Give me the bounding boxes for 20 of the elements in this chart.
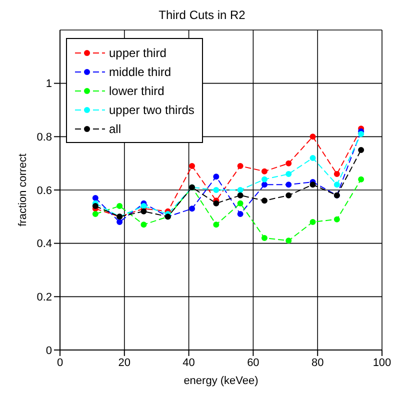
x-tick-label: 20 — [118, 356, 131, 369]
y-tick-label: 0.4 — [36, 238, 52, 250]
legend-label: upper two thirds — [109, 102, 194, 116]
legend-label: lower third — [109, 84, 164, 98]
y-axis-title: fraction correct — [16, 154, 29, 226]
x-axis-title: energy (keVee) — [184, 375, 258, 387]
legend-label: middle third — [109, 64, 172, 78]
chart-title: Third Cuts in R2 — [158, 8, 246, 24]
y-tick-label: 0.2 — [36, 292, 52, 304]
x-tick-label: 40 — [182, 356, 195, 369]
x-tick-label: 100 — [372, 356, 392, 369]
legend-label: upper third — [109, 46, 166, 60]
y-tick-label: 1 — [46, 78, 52, 90]
legend-label: all — [109, 122, 122, 136]
y-tick-label: 0.6 — [36, 184, 52, 197]
x-tick-label: 0 — [56, 356, 64, 369]
y-tick-label: 0.8 — [36, 132, 52, 144]
y-tick-label: 0 — [46, 344, 52, 357]
x-tick-label: 60 — [247, 356, 260, 369]
x-tick-label: 80 — [311, 356, 324, 369]
